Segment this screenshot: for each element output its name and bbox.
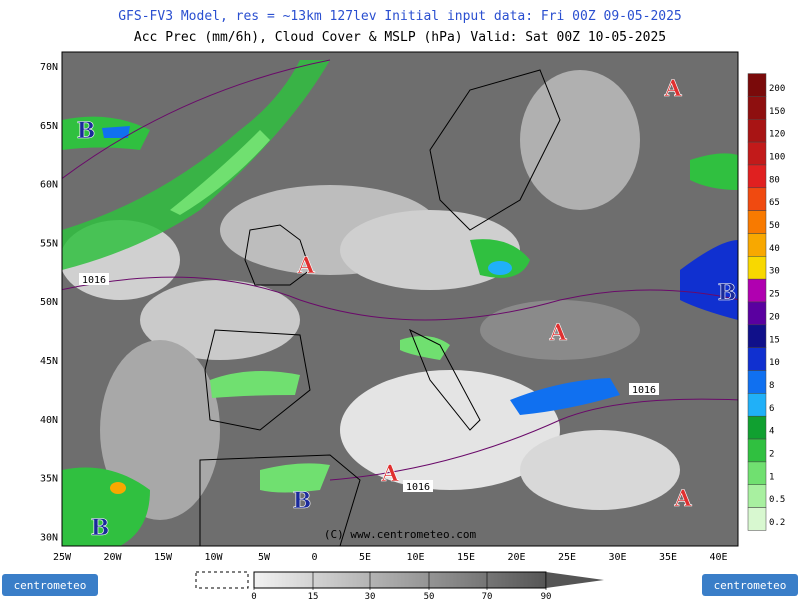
cloud-label: 70 [482,592,493,600]
header-line1: GFS-FV3 Model, res = ~13km 127lev Initia… [118,9,682,24]
colorbar-swatch [747,484,767,508]
colorbar-label: 20 [769,312,780,322]
isobar-label: 1016 [82,275,106,286]
colorbar-swatch [747,278,767,303]
cloud-label: 15 [308,592,319,600]
longitude-label: 25W [53,552,72,563]
colorbar-swatch [747,507,767,531]
colorbar-label: 25 [769,290,780,300]
pressure-center: A [673,486,692,512]
colorbar-label: 10 [769,358,780,368]
longitude-label: 20E [507,552,525,563]
pressure-center: A [380,461,399,487]
longitude-label: 35E [659,552,677,563]
isobar-label: 1016 [406,482,430,493]
pressure-center: A [663,76,682,102]
isobar-label-box [403,480,433,492]
longitude-label: 30E [608,552,626,563]
latitude-label: 35N [40,474,58,485]
pressure-center: B [77,118,96,144]
isobar-label: 1016 [632,385,656,396]
copyright: (C) www.centrometeo.com [324,528,477,541]
cloud-label: 0 [251,592,256,600]
isobar-label-box [79,273,109,285]
colorbar-swatch [747,96,767,120]
colorbar-label: 200 [769,84,785,94]
longitude-label: 25E [558,552,576,563]
colorbar-swatch [747,324,767,348]
pressure-center: A [296,253,315,279]
map-frame [61,51,739,547]
latitude-label: 30N [40,532,58,543]
colorbar-label: 4 [769,427,774,437]
colorbar-label: 2 [769,449,774,459]
longitude-label: 15W [154,552,173,563]
pressure-center: B [293,488,312,514]
colorbar-swatch [747,301,767,326]
logo-text: centrometeo [14,579,87,592]
latitude-label: 40N [40,415,58,426]
colorbar-label: 65 [769,198,780,208]
longitude-label: 40E [709,552,727,563]
colorbar-swatch [747,347,767,371]
longitude-label: 10E [406,552,424,563]
latitude-label: 50N [40,297,58,308]
cloud-label: 50 [424,592,435,600]
cloud-scale-arrow [546,572,604,588]
longitude-label: 15E [457,552,475,563]
isobar-label-box [629,383,659,395]
longitude-label: 20W [103,552,122,563]
colorbar-label: 0.5 [769,495,785,505]
latitude-label: 70N [40,62,58,73]
map-field [62,52,738,546]
cloud-scale-start [195,571,249,589]
longitude-label: 0 [311,552,317,563]
cloud-scale-bar [253,571,547,589]
cloud-label: 30 [365,592,376,600]
colorbar-swatch [747,256,767,280]
colorbar-swatch [747,393,767,417]
colorbar-swatch [747,141,767,166]
colorbar-label: 1 [769,472,774,482]
logo-right: centrometeo [702,574,798,596]
colorbar-label: 150 [769,107,785,117]
colorbar-swatch [747,415,767,440]
colorbar-swatch [747,187,767,211]
pressure-center: A [548,320,567,346]
colorbar-label: 8 [769,381,774,391]
colorbar-swatch [747,164,767,189]
latitude-label: 55N [40,238,58,249]
pressure-center: B [718,280,737,306]
colorbar-label: 120 [769,130,785,140]
colorbar-label: 0.2 [769,518,785,528]
logo-text: centrometeo [714,579,787,592]
colorbar-swatch [747,370,767,394]
colorbar-label: 30 [769,267,780,277]
latitude-label: 60N [40,180,58,191]
colorbar-label: 80 [769,175,780,185]
colorbar-label: 50 [769,221,780,231]
colorbar-swatch [747,438,767,463]
latitude-label: 65N [40,121,58,132]
colorbar-label: 100 [769,153,785,163]
colorbar-label: 40 [769,244,780,254]
pressure-center: B [91,515,110,541]
logo-left: centrometeo [2,574,98,596]
colorbar-label: 6 [769,404,774,414]
header-line2: Acc Prec (mm/6h), Cloud Cover & MSLP (hP… [134,30,666,45]
colorbar-swatch [747,73,767,97]
longitude-label: 10W [204,552,223,563]
colorbar-swatch [747,210,767,234]
colorbar-swatch [747,461,767,485]
colorbar-swatch [747,233,767,257]
latitude-label: 45N [40,356,58,367]
colorbar-label: 15 [769,335,780,345]
colorbar-swatch [747,119,767,143]
cloud-label: 90 [541,592,552,600]
longitude-label: 5E [359,552,371,563]
longitude-label: 5W [258,552,271,563]
